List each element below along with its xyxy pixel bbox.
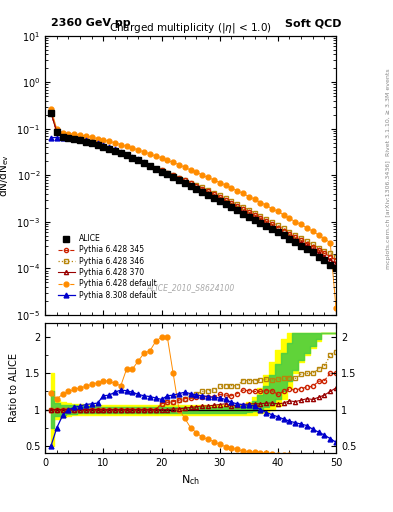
Y-axis label: Ratio to ALICE: Ratio to ALICE	[9, 353, 19, 422]
Text: ALICE_2010_S8624100: ALICE_2010_S8624100	[147, 284, 235, 292]
Text: Rivet 3.1.10, ≥ 3.3M events: Rivet 3.1.10, ≥ 3.3M events	[386, 69, 391, 157]
Legend: ALICE, Pythia 6.428 345, Pythia 6.428 346, Pythia 6.428 370, Pythia 6.428 defaul: ALICE, Pythia 6.428 345, Pythia 6.428 34…	[55, 231, 159, 303]
X-axis label: N$_\mathregular{ch}$: N$_\mathregular{ch}$	[181, 474, 200, 487]
Text: mcplots.cern.ch [arXiv:1306.3436]: mcplots.cern.ch [arXiv:1306.3436]	[386, 161, 391, 269]
Y-axis label: dN/dN$_\mathregular{ev}$: dN/dN$_\mathregular{ev}$	[0, 154, 11, 197]
Title: Charged multiplicity (|$\eta$| < 1.0): Charged multiplicity (|$\eta$| < 1.0)	[109, 21, 272, 35]
Text: Soft QCD: Soft QCD	[285, 18, 342, 28]
Text: 2360 GeV pp: 2360 GeV pp	[51, 18, 131, 28]
